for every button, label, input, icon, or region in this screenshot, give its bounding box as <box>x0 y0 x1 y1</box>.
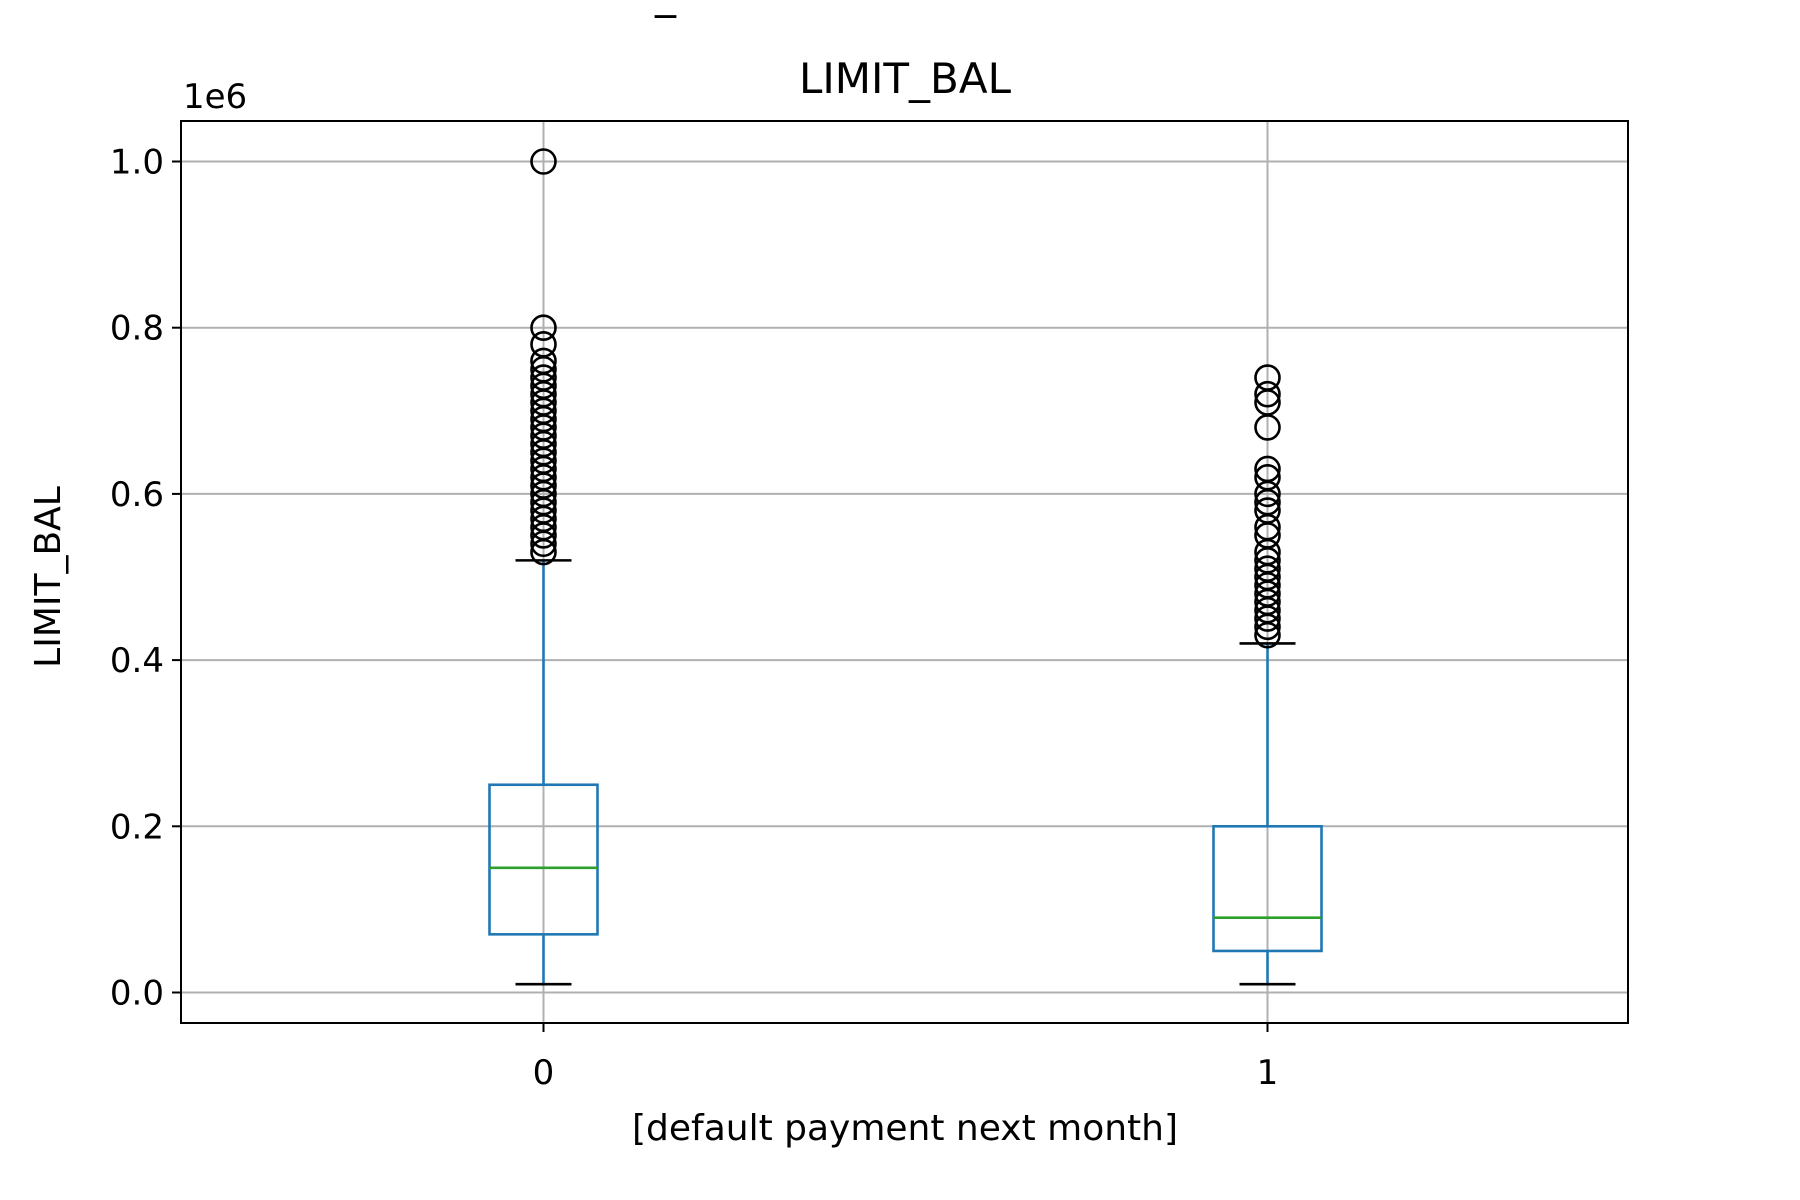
y-axis-offset-label: 1e6 <box>183 77 247 117</box>
iqr-box <box>1212 824 1323 953</box>
chart-title: LIMIT_BAL <box>799 54 1012 103</box>
outlier-point <box>1254 455 1281 483</box>
y-tick-label: 0.2 <box>110 807 164 847</box>
grid-lines <box>181 121 1628 1023</box>
outlier-point <box>530 364 557 391</box>
box-plot-category-0 <box>488 148 599 986</box>
outlier-point <box>530 347 557 375</box>
outlier-point <box>530 148 557 175</box>
y-tick-label: 0.6 <box>110 475 164 515</box>
x-axis-label: [default payment next month] <box>632 1108 1178 1149</box>
outlier-point <box>530 314 557 342</box>
page-header-fragment: _ <box>654 0 677 18</box>
axis-ticks: 0.0 0.2 0.4 0.6 0.8 1.0 0 1 <box>110 143 1278 1094</box>
box-plot-category-1 <box>1212 364 1323 986</box>
plot-frame <box>180 120 1629 1024</box>
y-tick-label: 0.4 <box>110 641 164 681</box>
y-tick-label: 0.8 <box>110 309 164 349</box>
y-tick-label: 1.0 <box>110 143 164 183</box>
box-plots <box>488 148 1323 986</box>
outlier-point <box>1254 463 1281 491</box>
outlier-point <box>1254 555 1281 582</box>
outlier-point <box>1254 364 1281 391</box>
outlier-point <box>1254 497 1281 524</box>
x-tick-label: 1 <box>1257 1053 1279 1093</box>
iqr-box <box>488 783 599 936</box>
outlier-point <box>1254 380 1281 408</box>
y-tick-label: 0.0 <box>110 974 164 1014</box>
outlier-point <box>530 331 557 358</box>
y-axis-label: LIMIT_BAL <box>28 486 69 668</box>
x-tick-label: 0 <box>533 1053 555 1093</box>
